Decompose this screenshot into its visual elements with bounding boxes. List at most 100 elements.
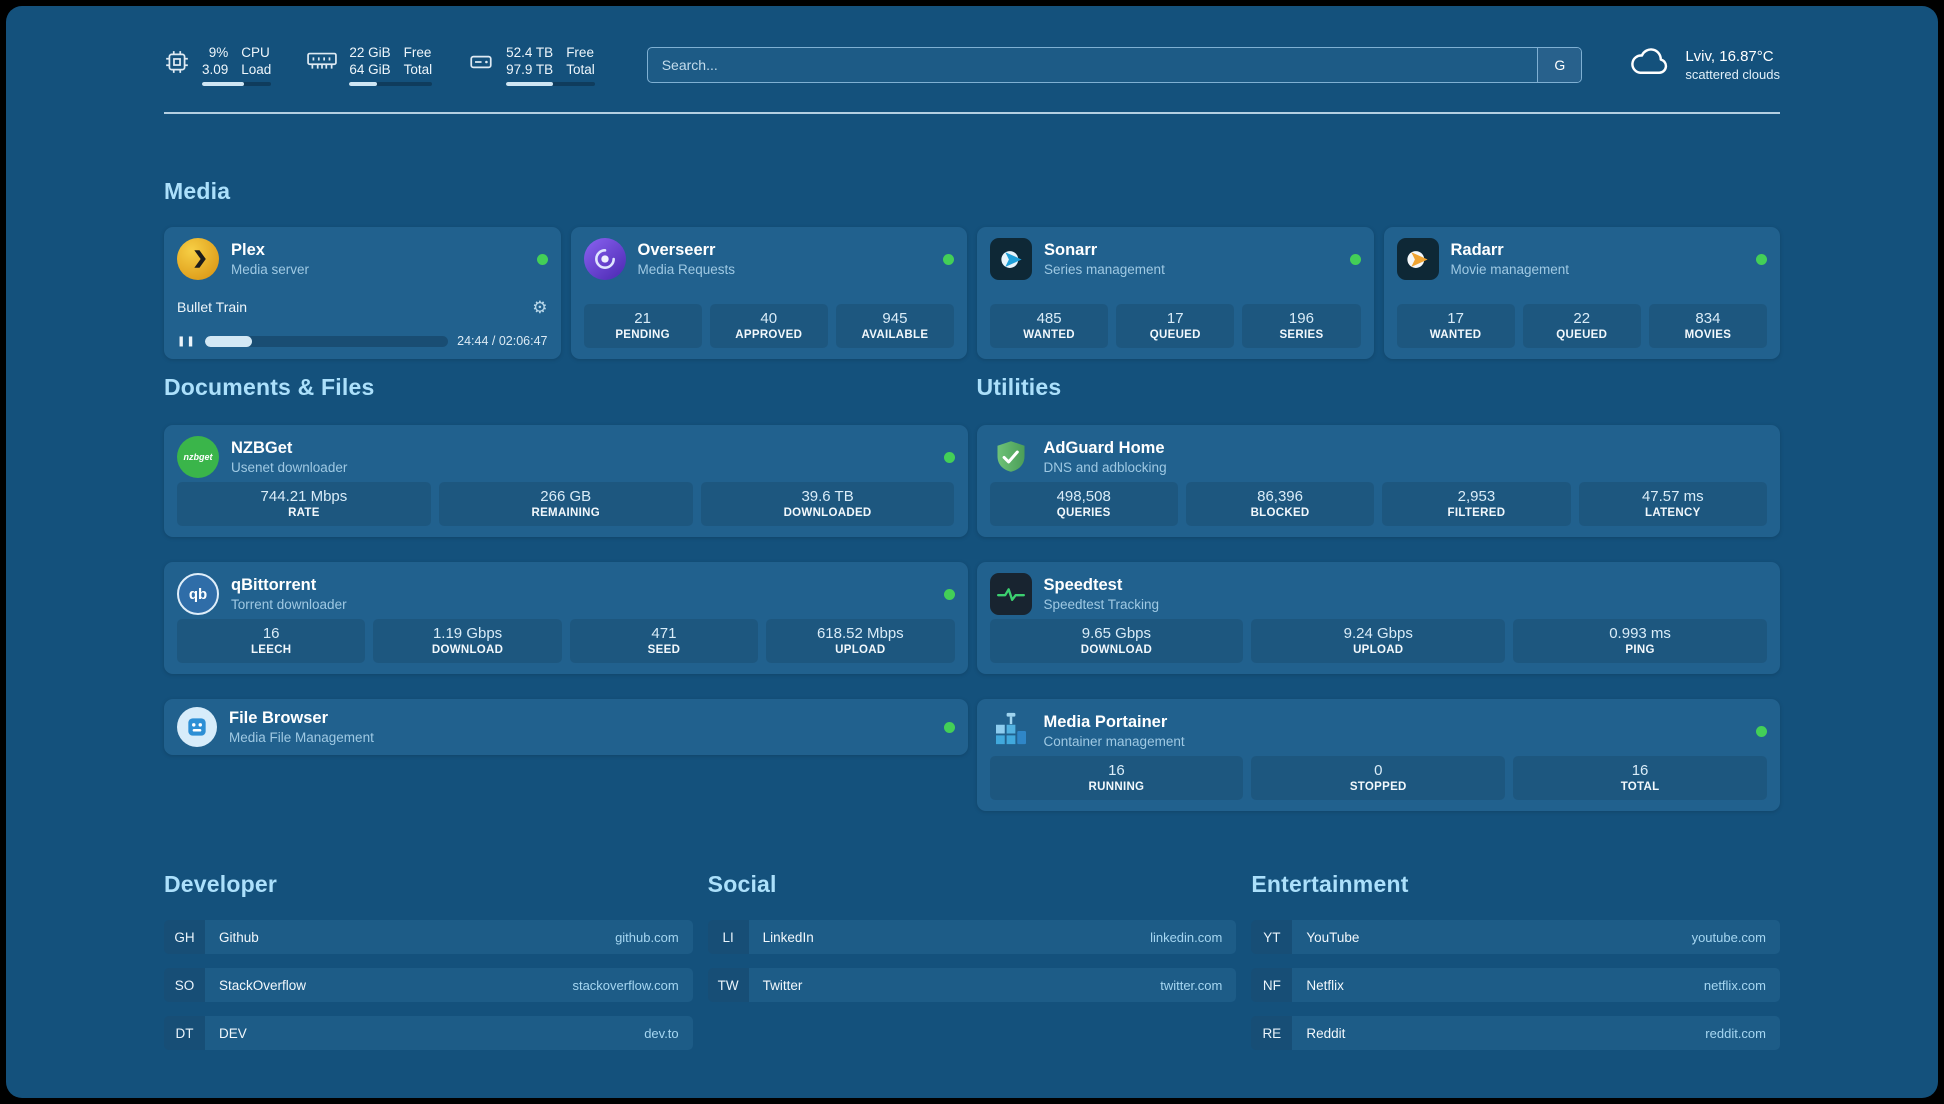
stat-value: 744.21 Mbps bbox=[260, 488, 348, 505]
stat-value: 485 bbox=[1036, 310, 1062, 327]
app-card-filebrowser[interactable]: File Browser Media File Management bbox=[164, 699, 968, 755]
seek-bar[interactable] bbox=[204, 335, 449, 347]
topbar: 9% 3.09 CPU Load bbox=[164, 44, 1780, 86]
app-subtitle: Media server bbox=[231, 262, 310, 277]
system-metrics: 9% 3.09 CPU Load bbox=[164, 44, 595, 86]
bookmark-url: youtube.com bbox=[1691, 929, 1766, 945]
app-card-overseerr[interactable]: Overseerr Media Requests 21 PENDING 40 A… bbox=[570, 227, 967, 359]
search-engine-button[interactable]: G bbox=[1537, 48, 1582, 82]
bookmark-row-stackoverflow[interactable]: SO StackOverflow stackoverflow.com bbox=[164, 968, 693, 1002]
cpu-metric: 9% 3.09 CPU Load bbox=[164, 44, 272, 86]
bookmark-url: netflix.com bbox=[1703, 977, 1766, 993]
stat-label: DOWNLOAD bbox=[1080, 644, 1153, 656]
stat-label: APPROVED bbox=[735, 329, 803, 341]
app-subtitle: Usenet downloader bbox=[231, 460, 348, 475]
bookmark-abbr: YT bbox=[1251, 920, 1293, 954]
bookmark-row-twitter[interactable]: TW Twitter twitter.com bbox=[707, 968, 1237, 1002]
app-card-radarr[interactable]: Radarr Movie management 17 WANTED 22 QUE… bbox=[1383, 227, 1780, 359]
section-title-utilities: Utilities bbox=[976, 374, 1062, 400]
stat-tile: 47.57 ms LATENCY bbox=[1578, 482, 1767, 526]
stat-value: 471 bbox=[651, 625, 677, 642]
stat-label: STOPPED bbox=[1349, 781, 1407, 793]
bookmark-name: Netflix bbox=[1306, 977, 1344, 993]
section-title-developer: Developer bbox=[164, 871, 278, 897]
stat-value: 196 bbox=[1288, 310, 1314, 327]
media-card-grid: Plex Media server Bullet Train ⚙ ❚❚ 24:4… bbox=[164, 227, 1780, 359]
app-card-qbittorrent[interactable]: qb qBittorrent Torrent downloader 16 LEE… bbox=[164, 562, 968, 674]
app-card-portainer[interactable]: Media Portainer Container management 16 … bbox=[976, 699, 1780, 811]
status-online-dot bbox=[1756, 253, 1767, 265]
ram-icon bbox=[307, 44, 338, 71]
bookmarks-entertainment: Entertainment YT YouTube youtube.com NF … bbox=[1251, 871, 1780, 1050]
stat-label: UPLOAD bbox=[835, 644, 886, 656]
disk-progress-bar bbox=[506, 82, 595, 86]
stat-value: 86,396 bbox=[1257, 488, 1303, 505]
app-name: Radarr bbox=[1450, 241, 1504, 259]
stat-label: AVAILABLE bbox=[861, 329, 929, 341]
stat-tile: 16 TOTAL bbox=[1513, 756, 1767, 800]
status-online-dot bbox=[1756, 725, 1767, 737]
bookmark-name: Github bbox=[219, 929, 259, 945]
bookmark-row-linkedin[interactable]: LI LinkedIn linkedin.com bbox=[707, 920, 1237, 954]
status-online-dot bbox=[536, 253, 548, 265]
bookmark-abbr: SO bbox=[164, 968, 205, 1002]
app-card-adguard[interactable]: AdGuard Home DNS and adblocking 498,508 … bbox=[976, 425, 1780, 537]
bookmark-row-dev[interactable]: DT DEV dev.to bbox=[164, 1016, 693, 1050]
section-title-documents: Documents & Files bbox=[164, 374, 375, 400]
search-input[interactable] bbox=[647, 48, 1538, 82]
settings-gear-icon[interactable]: ⚙ bbox=[532, 297, 548, 317]
qbittorrent-icon: qb bbox=[177, 573, 219, 615]
stat-value: 16 bbox=[1631, 762, 1649, 779]
app-subtitle: Media File Management bbox=[229, 730, 374, 745]
app-card-plex[interactable]: Plex Media server Bullet Train ⚙ ❚❚ 24:4… bbox=[164, 227, 561, 359]
dashboard-page: 9% 3.09 CPU Load bbox=[6, 6, 1938, 1098]
stat-value: 17 bbox=[1166, 310, 1184, 327]
stat-label: SEED bbox=[647, 644, 681, 656]
stat-value: 9.65 Gbps bbox=[1081, 625, 1152, 642]
stat-label: PENDING bbox=[615, 329, 670, 341]
bookmark-row-github[interactable]: GH Github github.com bbox=[164, 920, 693, 954]
stat-label: RUNNING bbox=[1088, 781, 1145, 793]
pause-icon[interactable]: ❚❚ bbox=[177, 335, 196, 347]
stat-value: 2,953 bbox=[1457, 488, 1496, 505]
app-name: Sonarr bbox=[1044, 241, 1098, 259]
now-playing-title: Bullet Train bbox=[177, 299, 248, 315]
bookmark-row-netflix[interactable]: NF Netflix netflix.com bbox=[1251, 968, 1780, 1002]
bookmark-row-reddit[interactable]: RE Reddit reddit.com bbox=[1251, 1016, 1780, 1050]
search-bar: G bbox=[646, 47, 1583, 83]
section-title-entertainment: Entertainment bbox=[1251, 871, 1409, 897]
bookmark-abbr: TW bbox=[707, 968, 749, 1002]
ram-metric: 22 GiB 64 GiB Free Total bbox=[307, 44, 433, 86]
app-subtitle: Speedtest Tracking bbox=[1043, 597, 1160, 612]
bookmark-abbr: NF bbox=[1251, 968, 1293, 1002]
app-card-nzbget[interactable]: nzbget NZBGet Usenet downloader 744.21 M… bbox=[164, 425, 968, 537]
bookmarks-developer: Developer GH Github github.com SO StackO… bbox=[164, 871, 693, 1050]
stat-value: 498,508 bbox=[1056, 488, 1111, 505]
app-card-sonarr[interactable]: Sonarr Series management 485 WANTED 17 Q… bbox=[977, 227, 1374, 359]
weather-widget: Lviv, 16.87°C scattered clouds bbox=[1628, 47, 1780, 84]
section-title-social: Social bbox=[707, 871, 777, 897]
app-name: Media Portainer bbox=[1043, 713, 1168, 731]
app-subtitle: DNS and adblocking bbox=[1043, 460, 1167, 475]
bookmark-url: linkedin.com bbox=[1150, 929, 1223, 945]
ram-free-value: 22 GiB bbox=[349, 45, 391, 60]
app-subtitle: Movie management bbox=[1450, 262, 1570, 277]
stat-tile: 9.24 Gbps UPLOAD bbox=[1251, 619, 1506, 663]
stat-tile: 485 WANTED bbox=[990, 304, 1109, 348]
bookmark-name: StackOverflow bbox=[219, 977, 307, 993]
bookmark-abbr: RE bbox=[1251, 1016, 1293, 1050]
nzbget-icon: nzbget bbox=[177, 436, 219, 478]
disk-free-label: Free bbox=[566, 45, 594, 60]
status-online-dot bbox=[943, 588, 955, 600]
bookmarks-grid: Developer GH Github github.com SO StackO… bbox=[164, 871, 1780, 1050]
stat-label: SERIES bbox=[1279, 329, 1324, 341]
app-card-speedtest[interactable]: Speedtest Speedtest Tracking 9.65 Gbps D… bbox=[976, 562, 1780, 674]
cpu-usage-label: CPU bbox=[241, 45, 270, 60]
ram-progress-bar bbox=[349, 82, 433, 86]
bookmark-row-youtube[interactable]: YT YouTube youtube.com bbox=[1251, 920, 1780, 954]
bookmark-url: dev.to bbox=[644, 1025, 679, 1041]
stat-label: LATENCY bbox=[1645, 507, 1701, 519]
sonarr-icon bbox=[990, 238, 1032, 280]
stat-label: QUEUED bbox=[1149, 329, 1201, 341]
disk-total-label: Total bbox=[566, 62, 595, 77]
